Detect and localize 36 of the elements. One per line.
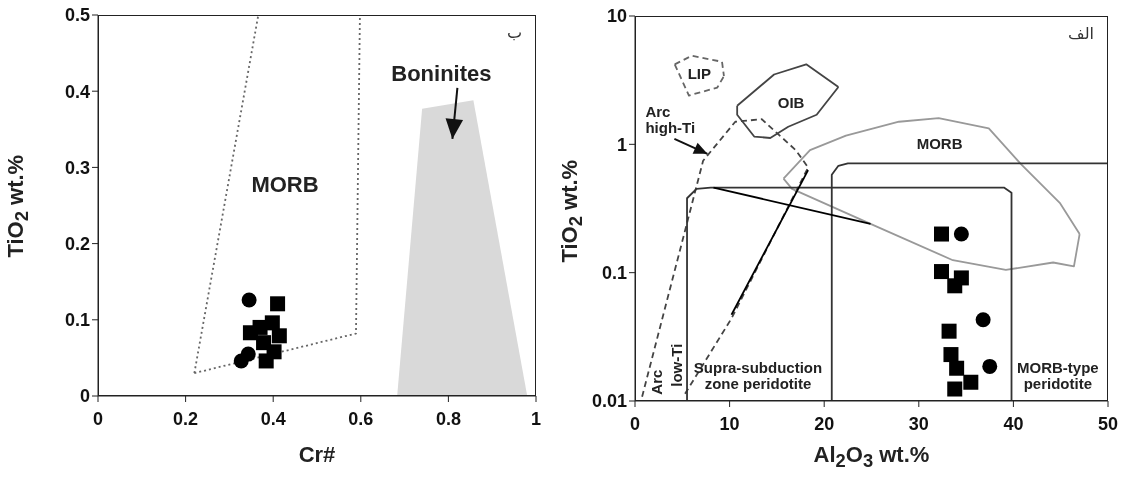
x-tick-label: 10 bbox=[719, 413, 740, 434]
annotation: ب bbox=[506, 23, 522, 42]
y-tick-label: 0 bbox=[79, 386, 90, 407]
x-tick-label: 1 bbox=[530, 408, 542, 429]
x-tick-label: 0.2 bbox=[173, 408, 199, 429]
annotation: MORB-type peridotite bbox=[1017, 358, 1099, 392]
y-tick-label: 0.2 bbox=[64, 233, 90, 254]
y-tick-label: 0.3 bbox=[64, 157, 90, 178]
y-tick-label: 1 bbox=[616, 134, 627, 155]
x-tick-label: 40 bbox=[1003, 413, 1024, 434]
annotation: LIP bbox=[687, 64, 711, 82]
x-tick-label: 0 bbox=[629, 413, 641, 434]
annotation: Arc high-Ti bbox=[645, 102, 696, 136]
annotation: OIB bbox=[777, 93, 805, 111]
annotation: Arc bbox=[647, 369, 665, 395]
x-tick-label: 0.8 bbox=[435, 408, 461, 429]
annotation: MORB bbox=[916, 134, 963, 152]
y-tick-label: 0.5 bbox=[64, 5, 90, 26]
y-tick-label: 0.01 bbox=[591, 391, 627, 412]
x-tick-label: 0 bbox=[92, 408, 104, 429]
annotation: الف bbox=[1068, 24, 1094, 43]
annotation: Boninites bbox=[391, 60, 492, 86]
x-tick-label: 0.6 bbox=[348, 408, 374, 429]
y-tick-label: 0.1 bbox=[601, 263, 627, 284]
y-tick-label: 10 bbox=[606, 6, 627, 27]
y-tick-label: 0.1 bbox=[64, 310, 90, 331]
x-axis-title: Cr# bbox=[297, 442, 337, 468]
x-tick-label: 0.4 bbox=[260, 408, 286, 429]
x-tick-label: 20 bbox=[814, 413, 835, 434]
y-tick-label: 0.4 bbox=[64, 81, 90, 102]
annotation: low-Ti bbox=[667, 343, 685, 387]
annotation: MORB bbox=[251, 171, 319, 197]
annotation: Supra-subduction zone peridotite bbox=[693, 358, 823, 392]
x-axis-title: Al$_{2}$O$_{3}$ wt.% bbox=[812, 442, 931, 473]
x-tick-label: 30 bbox=[908, 413, 929, 434]
x-tick-label: 50 bbox=[1097, 413, 1119, 434]
